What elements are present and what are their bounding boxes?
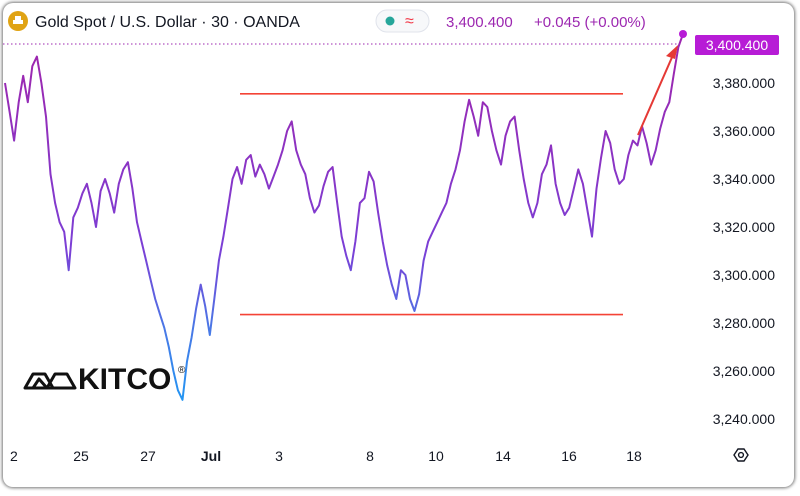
y-tick-label: 3,300.000 (713, 267, 775, 283)
last-price-tag: 3,400.400 (695, 35, 779, 55)
y-tick-label: 3,240.000 (713, 411, 775, 427)
x-tick-label: 14 (495, 448, 511, 464)
y-tick-label: 3,280.000 (713, 315, 775, 331)
trend-arrow[interactable] (637, 54, 674, 136)
status-pill[interactable]: ≈ (375, 9, 430, 33)
symbol-title: Gold Spot / U.S. Dollar · 30 · OANDA (35, 14, 300, 31)
y-tick-label: 3,260.000 (713, 363, 775, 379)
kitco-logo: KITCO ® (23, 363, 186, 396)
y-tick-label: 3,380.000 (713, 75, 775, 91)
x-tick-label: 10 (428, 448, 444, 464)
header-change: +0.045 (+0.00%) (534, 14, 646, 31)
y-tick-label: 3,340.000 (713, 171, 775, 187)
x-tick-label: 25 (73, 448, 89, 464)
gold-bar-icon (13, 20, 23, 24)
approx-icon: ≈ (405, 13, 414, 30)
last-price-tag-text: 3,400.400 (706, 37, 768, 53)
chart-frame: Gold Spot / U.S. Dollar · 30 · OANDA ≈ 3… (3, 3, 794, 487)
x-tick-label: 8 (366, 448, 374, 464)
price-series-line (4, 33, 684, 401)
gold-bar-icon-top (15, 16, 21, 20)
y-axis: 3,240.000 3,260.000 3,280.000 3,300.000 3,32… (713, 75, 775, 427)
kitco-logo-registered: ® (178, 365, 186, 376)
header-price: 3,400.400 (446, 14, 513, 31)
last-price-dot (679, 30, 687, 38)
kitco-logo-bars-icon (23, 372, 77, 390)
kitco-logo-text: KITCO (78, 363, 171, 396)
x-tick-label: 27 (140, 448, 156, 464)
y-tick-label: 3,320.000 (713, 219, 775, 235)
settings-gear-icon[interactable] (733, 448, 749, 462)
market-status-dot-icon (385, 16, 395, 26)
x-axis: 2 25 27 Jul 3 8 10 14 16 18 (10, 448, 642, 464)
x-tick-label: 2 (10, 448, 18, 464)
x-tick-label: 16 (561, 448, 577, 464)
trend-arrow-head-icon (666, 45, 678, 59)
y-tick-label: 3,360.000 (713, 123, 775, 139)
x-tick-label: 3 (275, 448, 283, 464)
x-tick-label: Jul (201, 448, 221, 464)
price-chart[interactable]: Gold Spot / U.S. Dollar · 30 · OANDA ≈ 3… (3, 3, 794, 487)
x-tick-label: 18 (626, 448, 642, 464)
symbol-header[interactable]: Gold Spot / U.S. Dollar · 30 · OANDA (8, 11, 300, 31)
